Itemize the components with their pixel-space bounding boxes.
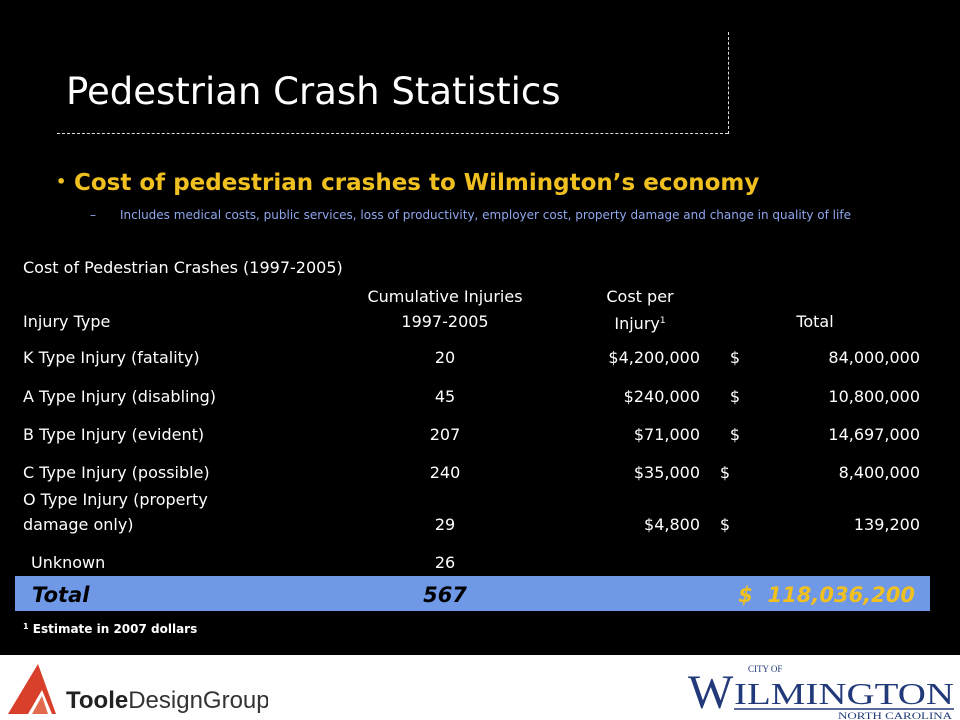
row-dollar-sign: $ [729, 348, 741, 367]
vertical-divider [728, 32, 729, 134]
wilmington-initial: W [688, 666, 734, 719]
row-total: 14,697,000 [828, 425, 920, 444]
row-dollar-sign: $ [719, 515, 731, 534]
header-total: Total [796, 312, 834, 331]
row-injuries: 240 [429, 463, 461, 482]
total-label: Total [32, 583, 90, 607]
row-injuries: 207 [429, 425, 461, 444]
row-total: 8,400,000 [838, 463, 920, 482]
total-injuries: 567 [423, 583, 467, 607]
total-amount: $ 118,036,200 [738, 583, 915, 607]
row-cost-per-injury: $240,000 [623, 387, 700, 406]
wilmington-name: ILMINGTON [734, 676, 954, 711]
toole-name-part2: DesignGroup [128, 687, 268, 714]
city-of-wilmington-logo: CITY OF W ILMINGTON NORTH CAROLINA [688, 664, 954, 720]
north-carolina-label: NORTH CAROLINA [838, 711, 953, 720]
header-cost-footnote-mark: 1 [659, 316, 666, 326]
row-injury-type: Unknown [31, 553, 106, 572]
row-injuries: 26 [434, 553, 456, 572]
row-dollar-sign: $ [719, 463, 731, 482]
header-cost-line1: Cost per [606, 287, 674, 306]
toole-name-part1: Toole [66, 687, 128, 714]
row-injury-type-line1: O Type Injury (property [23, 490, 208, 509]
title-divider [57, 133, 728, 134]
sub-bullet: – Includes medical costs, public service… [90, 207, 910, 223]
header-cost-per-injury: Cost per Injury1 [560, 284, 720, 336]
row-injury-type: K Type Injury (fatality) [23, 348, 200, 367]
header-injury-type: Injury Type [23, 312, 111, 331]
row-injuries: 45 [434, 387, 456, 406]
logo-footer: TooleDesignGroup CITY OF W ILMINGTON NOR… [0, 655, 960, 720]
row-injuries: 20 [434, 348, 456, 367]
header-cost-line2: Injury1 [614, 314, 666, 333]
main-bullet-text: Cost of pedestrian crashes to Wilmington… [74, 170, 760, 196]
footnote-text: Estimate in 2007 dollars [32, 622, 198, 636]
row-total: 10,800,000 [828, 387, 920, 406]
row-injuries: 29 [434, 515, 456, 534]
row-dollar-sign: $ [729, 425, 741, 444]
total-row: Total 567 $ 118,036,200 [15, 576, 930, 611]
triangle-logo-icon [8, 664, 56, 714]
toole-design-group-logo: TooleDesignGroup [8, 664, 268, 714]
row-cost-per-injury: $71,000 [633, 425, 700, 444]
toole-name: TooleDesignGroup [66, 687, 268, 714]
footnote-mark: 1 [23, 622, 29, 631]
header-cumulative-injuries: Cumulative Injuries 1997-2005 [335, 284, 555, 334]
row-injury-type: C Type Injury (possible) [23, 463, 210, 482]
slide: Pedestrian Crash Statistics • Cost of ped… [15, 32, 930, 636]
row-injury-type: O Type Injury (property damage only) [23, 490, 208, 535]
header-cumulative-line1: Cumulative Injuries [367, 287, 523, 306]
row-total: 84,000,000 [828, 348, 920, 367]
slide-title: Pedestrian Crash Statistics [66, 70, 561, 113]
row-dollar-sign: $ [729, 387, 741, 406]
sub-bullet-dash: – [90, 208, 96, 222]
row-cost-per-injury: $4,800 [644, 515, 700, 534]
table-caption: Cost of Pedestrian Crashes (1997-2005) [23, 258, 343, 277]
bullet-dot-icon: • [56, 172, 67, 191]
header-cumulative-line2: 1997-2005 [401, 312, 489, 331]
row-cost-per-injury: $4,200,000 [608, 348, 700, 367]
main-bullet: • Cost of pedestrian crashes to Wilmingto… [56, 170, 759, 196]
sub-bullet-text: Includes medical costs, public services,… [120, 208, 851, 222]
row-injury-type: A Type Injury (disabling) [23, 387, 217, 406]
row-injury-type-line2: damage only) [23, 515, 134, 534]
footnote: 1 Estimate in 2007 dollars [23, 622, 197, 636]
row-cost-per-injury: $35,000 [633, 463, 700, 482]
row-injury-type: B Type Injury (evident) [23, 425, 205, 444]
row-total: 139,200 [853, 515, 920, 534]
city-of-label: CITY OF [748, 664, 782, 674]
